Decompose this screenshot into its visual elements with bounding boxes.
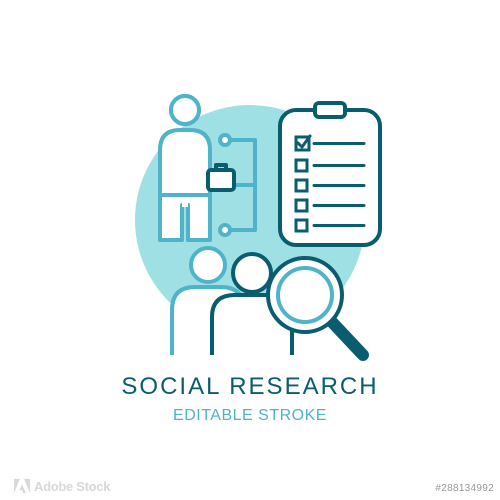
social-research-icon <box>100 65 400 365</box>
subtitle: EDITABLE STROKE <box>173 407 327 425</box>
watermark-text: Adobe Stock <box>34 479 110 494</box>
stock-id: #288134992 <box>435 483 494 494</box>
watermark: Adobe Stock <box>14 478 110 494</box>
title: SOCIAL RESEARCH <box>121 373 378 401</box>
